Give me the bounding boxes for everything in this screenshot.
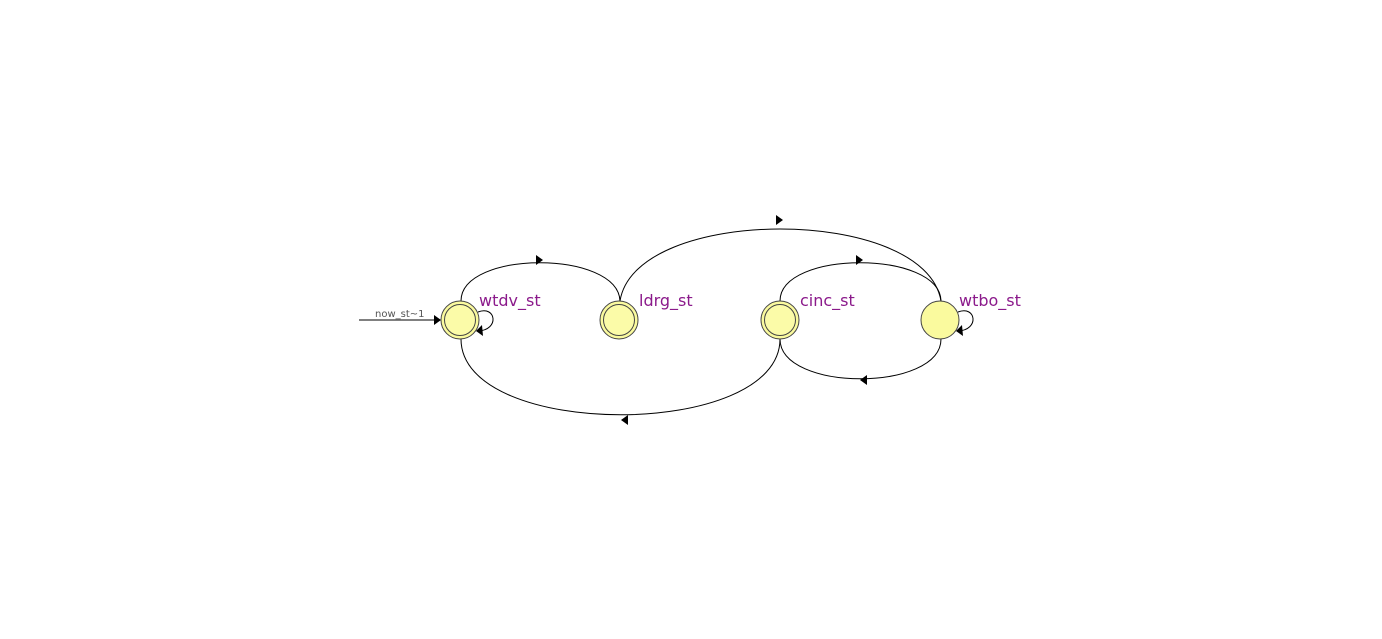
arrow-initial (434, 315, 441, 325)
state-wtdv-inner-circle (444, 304, 476, 336)
state-wtbo-label: wtbo_st (959, 291, 1021, 311)
arrow-cinc-to-wtdv (621, 415, 628, 425)
state-cinc-label: cinc_st (800, 291, 855, 311)
transition-edges (359, 215, 974, 425)
state-wtdv[interactable]: wtdv_st (440, 291, 541, 340)
state-wtbo-circle (920, 300, 960, 340)
arrow-wtbo-to-cinc (860, 375, 867, 385)
state-ldrg-inner-circle (603, 304, 635, 336)
initial-transition-label: now_st~1 (375, 309, 425, 320)
state-ldrg[interactable]: ldrg_st (599, 291, 693, 340)
arrow-wtdv-to-ldrg (536, 255, 543, 265)
edge-ldrg-to-wtbo (619, 228, 942, 302)
state-wtbo[interactable]: wtbo_st (920, 291, 1021, 340)
edge-wtdv-to-ldrg (460, 262, 621, 302)
state-ldrg-label: ldrg_st (639, 291, 693, 311)
state-cinc[interactable]: cinc_st (760, 291, 855, 340)
arrow-cinc-to-wtbo (856, 255, 863, 265)
edge-cinc-to-wtdv (460, 338, 781, 416)
edge-wtbo-self-loop (957, 310, 974, 332)
edge-wtbo-to-cinc (779, 338, 942, 380)
edge-cinc-to-wtbo (779, 262, 942, 302)
arrow-ldrg-to-wtbo (776, 215, 783, 225)
state-wtdv-label: wtdv_st (479, 291, 541, 311)
edge-wtdv-self-loop (477, 310, 494, 332)
state-cinc-inner-circle (764, 304, 796, 336)
arrow-wtbo-self-loop (956, 325, 963, 336)
arrow-wtdv-self-loop (476, 325, 483, 336)
